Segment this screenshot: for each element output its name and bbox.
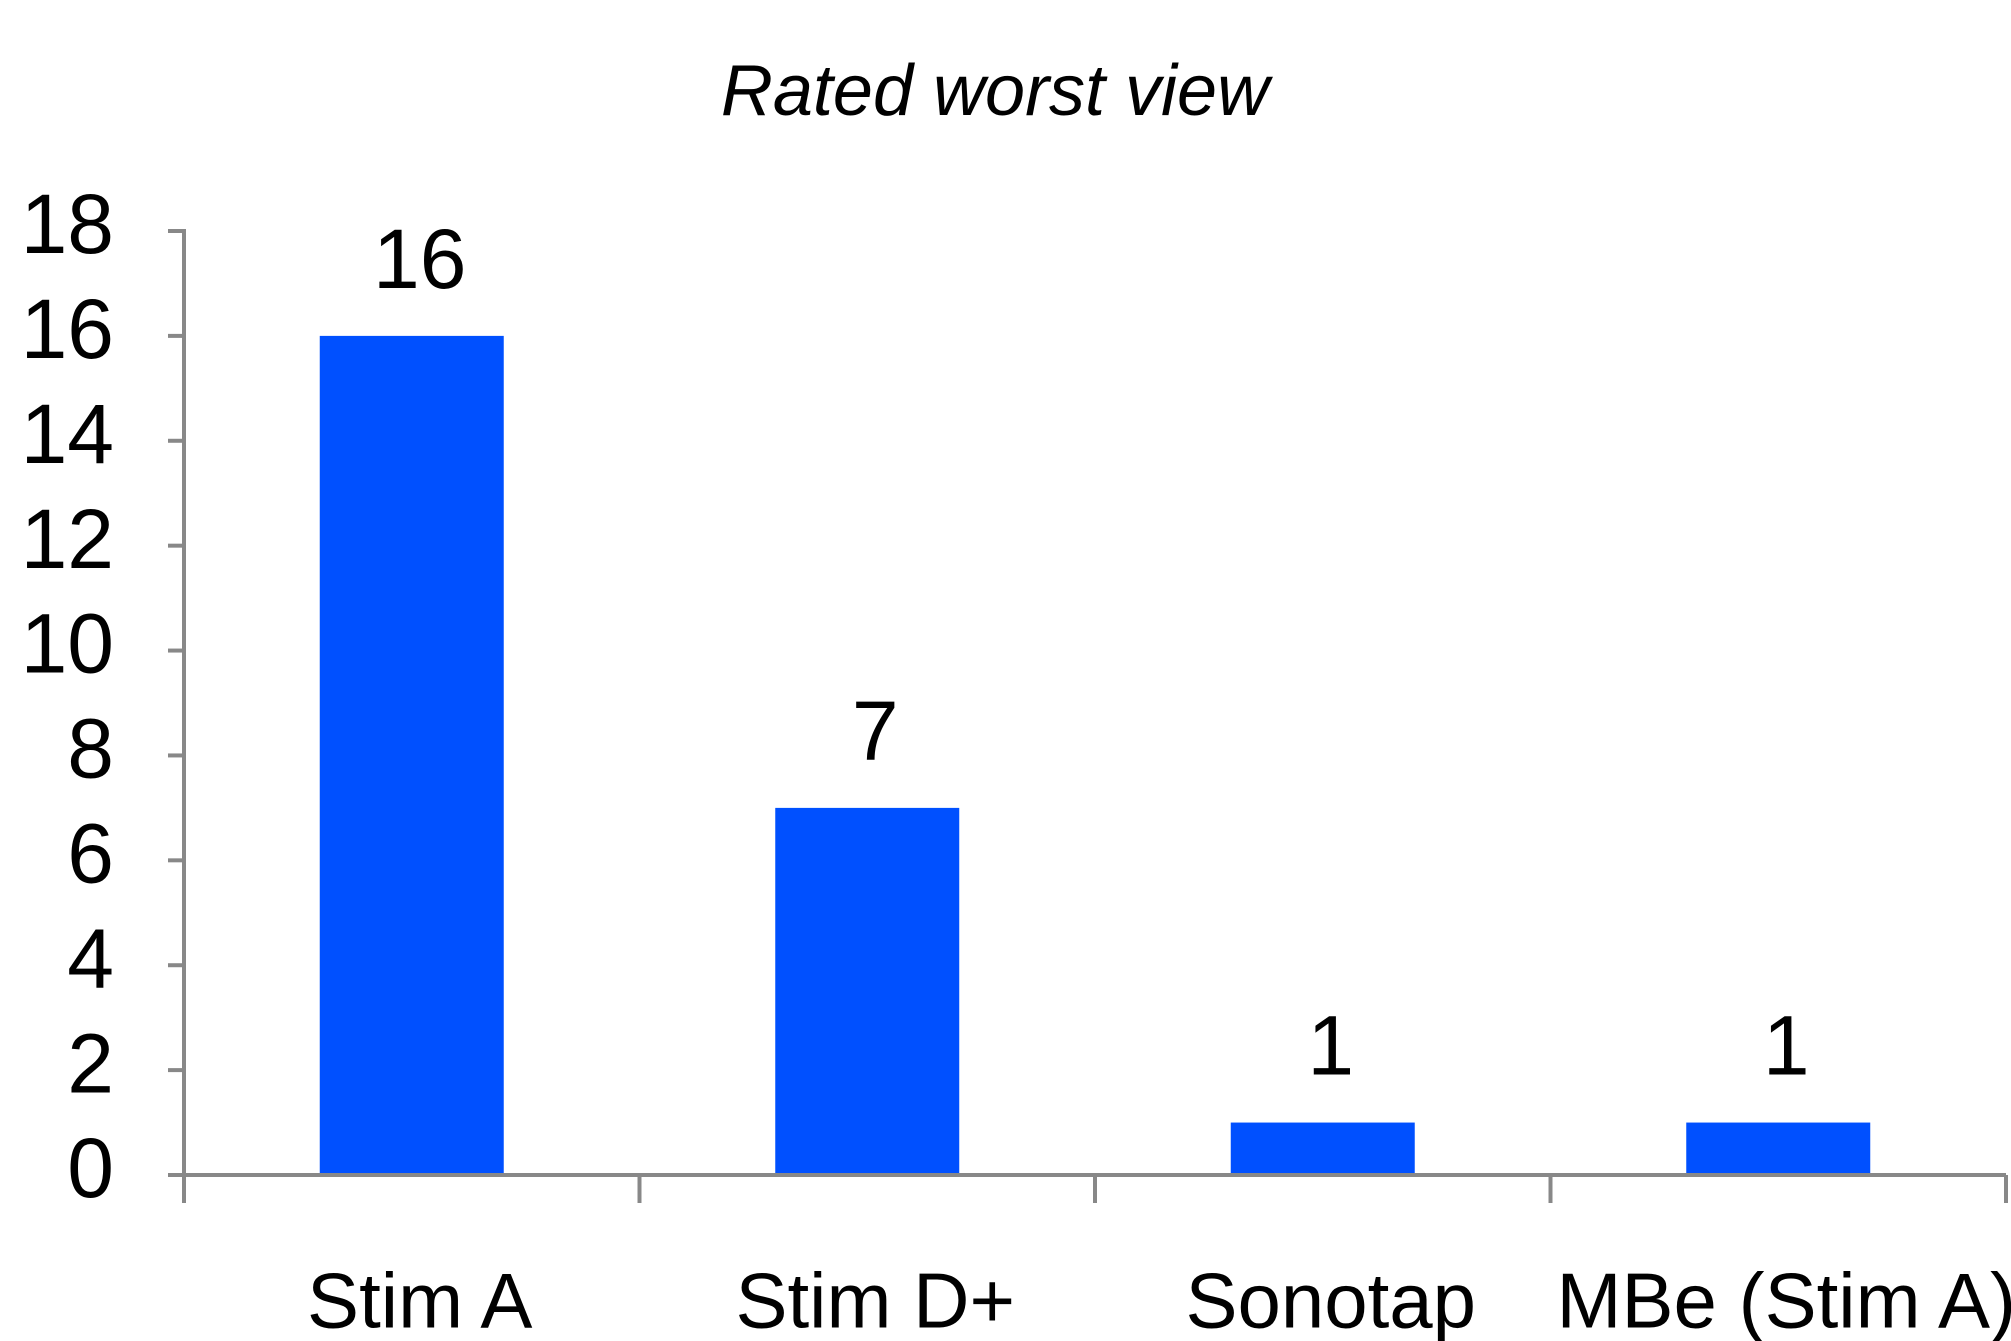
x-tick-label: Stim A: [307, 1257, 532, 1341]
bar: [1230, 1122, 1415, 1175]
y-tick-label: 4: [67, 911, 114, 1005]
x-tick-label: MBe (Stim A): [1557, 1257, 2011, 1341]
y-tick-label: 8: [67, 702, 114, 796]
y-tick-label: 0: [67, 1121, 114, 1215]
bar: [1686, 1122, 1871, 1175]
x-tick-label: Stim D+: [735, 1257, 1015, 1341]
y-tick-label: 6: [67, 807, 114, 901]
value-label: 7: [852, 684, 899, 778]
chart-title: Rated worst view: [721, 51, 1273, 131]
y-tick-label: 16: [21, 282, 114, 376]
y-tick-label: 12: [21, 492, 114, 586]
y-tick-label: 2: [67, 1016, 114, 1110]
value-label: 16: [373, 212, 466, 306]
bar: [319, 335, 504, 1175]
x-tick-label: Sonotap: [1185, 1257, 1476, 1341]
y-tick-label: 18: [21, 177, 114, 271]
value-label: 1: [1763, 999, 1810, 1093]
y-tick-label: 10: [21, 597, 114, 691]
y-tick-label: 14: [21, 387, 114, 481]
bar: [775, 807, 960, 1175]
value-label: 1: [1307, 999, 1354, 1093]
